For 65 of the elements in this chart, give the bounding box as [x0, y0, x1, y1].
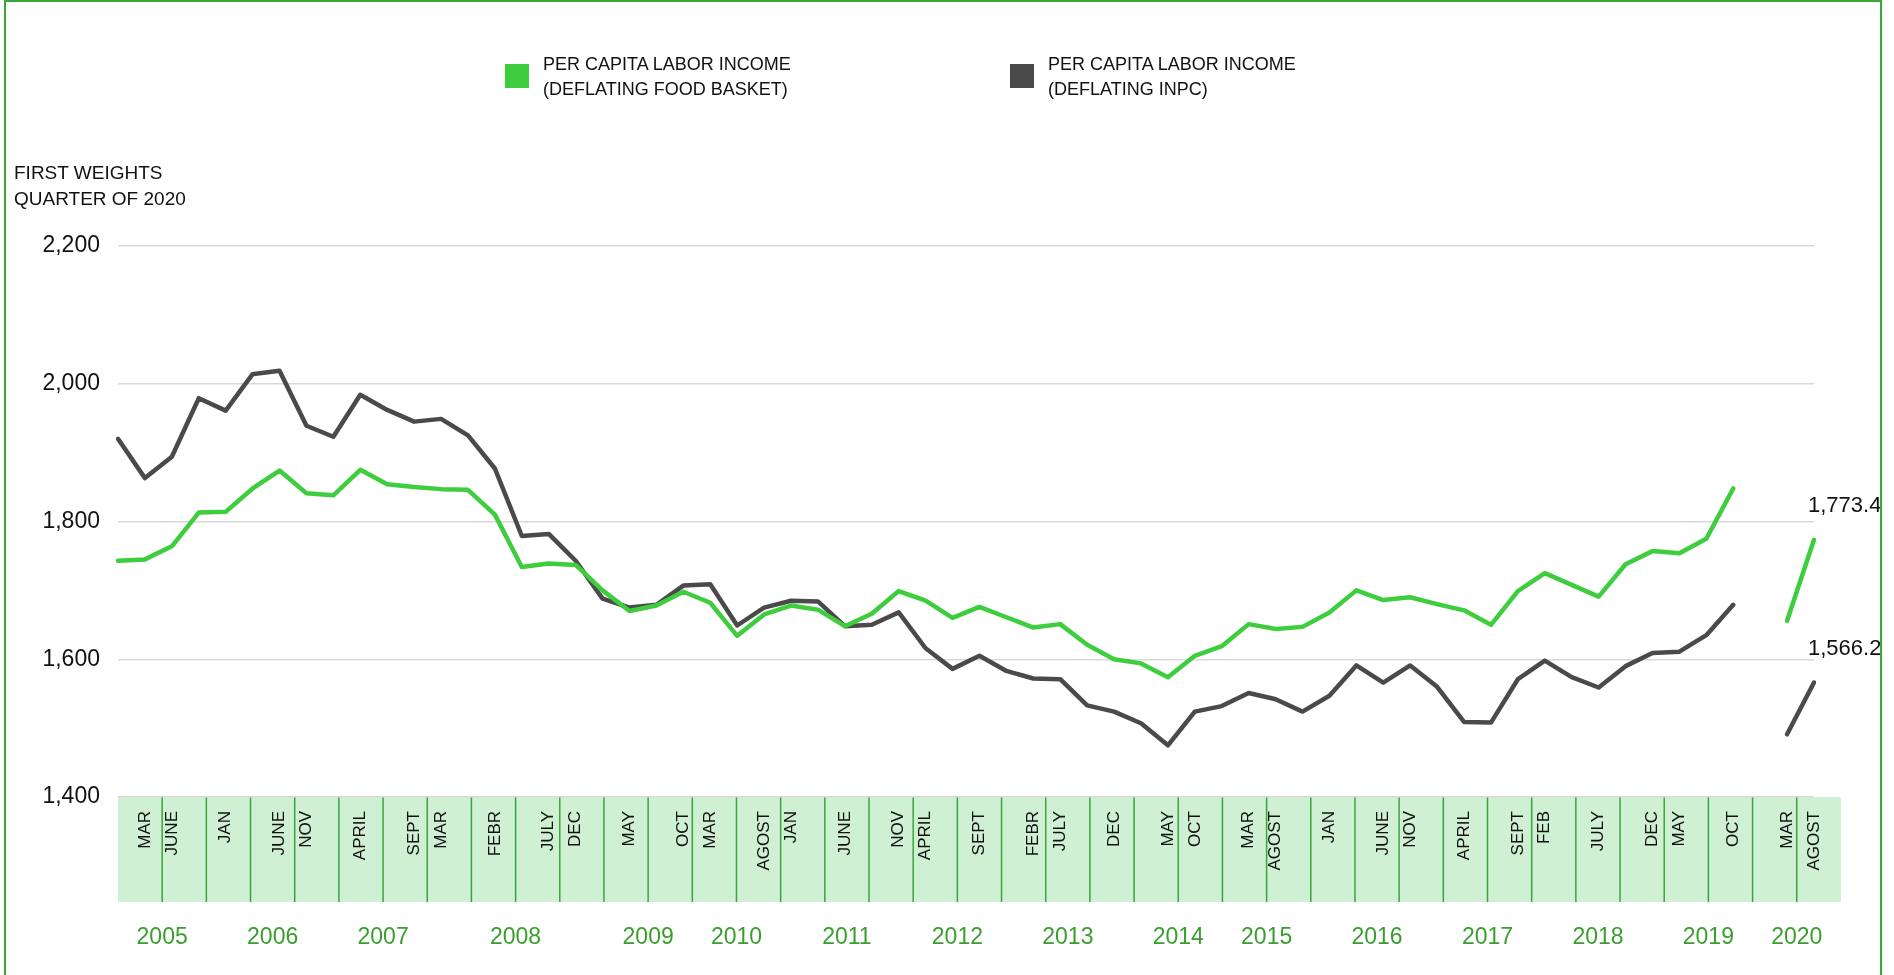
x-tick-label: DEC	[565, 811, 585, 847]
x2-tick-label: 2008	[489, 923, 542, 950]
x2-tick-label: 2016	[1351, 923, 1403, 950]
y-tick-label: 2,200	[42, 231, 100, 258]
legend-label: PER CAPITA LABOR INCOME (DEFLATING FOOD BASKET)	[543, 53, 792, 101]
x2-tick-label: 2018	[1572, 923, 1624, 950]
x-tick-label: JAN	[1319, 811, 1339, 844]
x-tick-label: JAN	[780, 811, 800, 844]
x2-tick-label: 2015	[1241, 923, 1293, 950]
x2-tick-label: 2007	[357, 923, 409, 950]
x-tick-label: FEBR	[1022, 811, 1042, 857]
x-tick-label: JUNE	[161, 811, 181, 856]
x2-tick-label: 2017	[1461, 923, 1514, 950]
x-tick-label: DEC	[1642, 811, 1662, 847]
legend-label: PER CAPITA LABOR INCOME (DEFLATING INPC)	[1048, 53, 1297, 101]
x-tick-label: OCT	[1184, 811, 1204, 847]
x-tick-label: MAR	[430, 811, 450, 849]
x-tick-label: OCT	[1722, 811, 1742, 847]
x-tick-label: JUNE	[1372, 811, 1392, 856]
x-tick-label: AGOST	[753, 811, 773, 871]
x2-tick-label: 2006	[247, 923, 299, 950]
x-tick-label: JAN	[215, 811, 235, 844]
x-tick-label: JULY	[538, 811, 558, 852]
x-tick-label: FEBR	[484, 811, 504, 857]
x-tick-label: NOV	[296, 810, 316, 848]
x-tick-label: SEPT	[1507, 811, 1527, 856]
x-tick-label: APRIL	[915, 811, 935, 861]
x-tick-label: SEPT	[403, 811, 423, 856]
x2-tick-label: 2011	[822, 923, 872, 950]
x-tick-label: MAY	[619, 811, 639, 847]
x2-tick-label: 2005	[136, 923, 188, 950]
x-tick-label: AGOST	[1803, 811, 1823, 871]
x-tick-label: NOV	[1399, 810, 1419, 848]
data-label: 1,566.2	[1808, 634, 1882, 660]
x-tick-label: DEC	[1103, 811, 1123, 847]
x-tick-label: JULY	[1049, 811, 1069, 852]
x-tick-label: MAR	[699, 811, 719, 849]
y-tick-label: 1,400	[42, 782, 100, 809]
x-tick-label: JUNE	[269, 811, 289, 856]
x2-tick-label: 2019	[1682, 923, 1734, 950]
x2-tick-label: 2009	[622, 923, 674, 950]
x-tick-label: NOV	[888, 810, 908, 848]
x-tick-label: APRIL	[349, 811, 369, 861]
x-tick-label: MAY	[1669, 811, 1689, 847]
data-label: 1,773.4	[1808, 491, 1882, 517]
y-tick-label: 1,800	[42, 506, 100, 533]
x2-tick-label: 2013	[1042, 923, 1094, 950]
x-tick-label: JUNE	[834, 811, 854, 856]
x-tick-label: SEPT	[969, 811, 989, 856]
x-tick-label: MAR	[1238, 811, 1258, 849]
x-tick-label: MAY	[1157, 811, 1177, 847]
x2-tick-label: 2014	[1152, 923, 1205, 950]
x-tick-label: MAR	[1776, 811, 1796, 849]
x-tick-label: FEB	[1534, 811, 1554, 845]
y-tick-label: 2,000	[42, 369, 100, 396]
y-axis-title: FIRST WEIGHTS QUARTER OF 2020	[14, 161, 187, 211]
x-tick-label: JULY	[1588, 811, 1608, 852]
x-tick-label: AGOST	[1265, 811, 1285, 871]
x-tick-label: APRIL	[1453, 811, 1473, 861]
y-tick-label: 1,600	[42, 644, 100, 671]
x2-tick-label: 2010	[710, 923, 763, 950]
x2-tick-label: 2012	[931, 923, 983, 950]
x-tick-label: OCT	[673, 811, 693, 847]
x2-tick-label: 2020	[1771, 923, 1823, 950]
x-tick-label: MAR	[134, 811, 154, 849]
